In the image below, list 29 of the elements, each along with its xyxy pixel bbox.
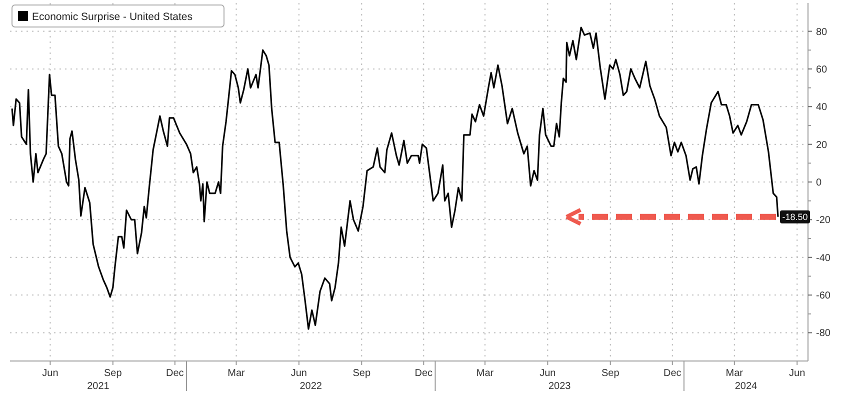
y-tick-label: 0 (816, 178, 822, 188)
text: 2021 (87, 381, 110, 392)
legend-label: Economic Surprise - United States (32, 11, 192, 23)
line-series (11, 26, 779, 330)
x-tick-label: Mar (228, 368, 246, 379)
y-tick-label: -20 (816, 215, 831, 226)
text: 2024 (734, 381, 758, 392)
y-tick-label: -60 (816, 290, 831, 302)
x-tick-label: Mar (726, 368, 744, 379)
text: 2023 (548, 381, 572, 392)
y-tick-label: 20 (816, 140, 828, 151)
y-tick-label: -40 (816, 252, 831, 264)
y-tick-label: 80 (816, 26, 828, 38)
x-tick-label: Dec (663, 368, 682, 379)
x-tick-label: Dec (166, 368, 184, 379)
x-tick-label: Sep (352, 368, 371, 379)
x-tick-label: Mar (476, 368, 494, 379)
x-tick-label: Jun (290, 368, 308, 379)
x-tick-label: Jun (42, 368, 58, 379)
y-tick-label: -80 (816, 328, 831, 340)
y-tick-label: 40 (816, 102, 828, 114)
x-tick-label: Dec (414, 368, 433, 379)
annotation: -18.50 (782, 212, 808, 222)
x-tick-label: Sep (104, 368, 122, 379)
x-tick-label: Sep (601, 368, 620, 379)
x-tick-label: Jun (540, 368, 556, 379)
x-tick-label: Jun (789, 368, 806, 379)
y-tick-label: 60 (816, 64, 828, 76)
text: 2022 (300, 381, 322, 392)
